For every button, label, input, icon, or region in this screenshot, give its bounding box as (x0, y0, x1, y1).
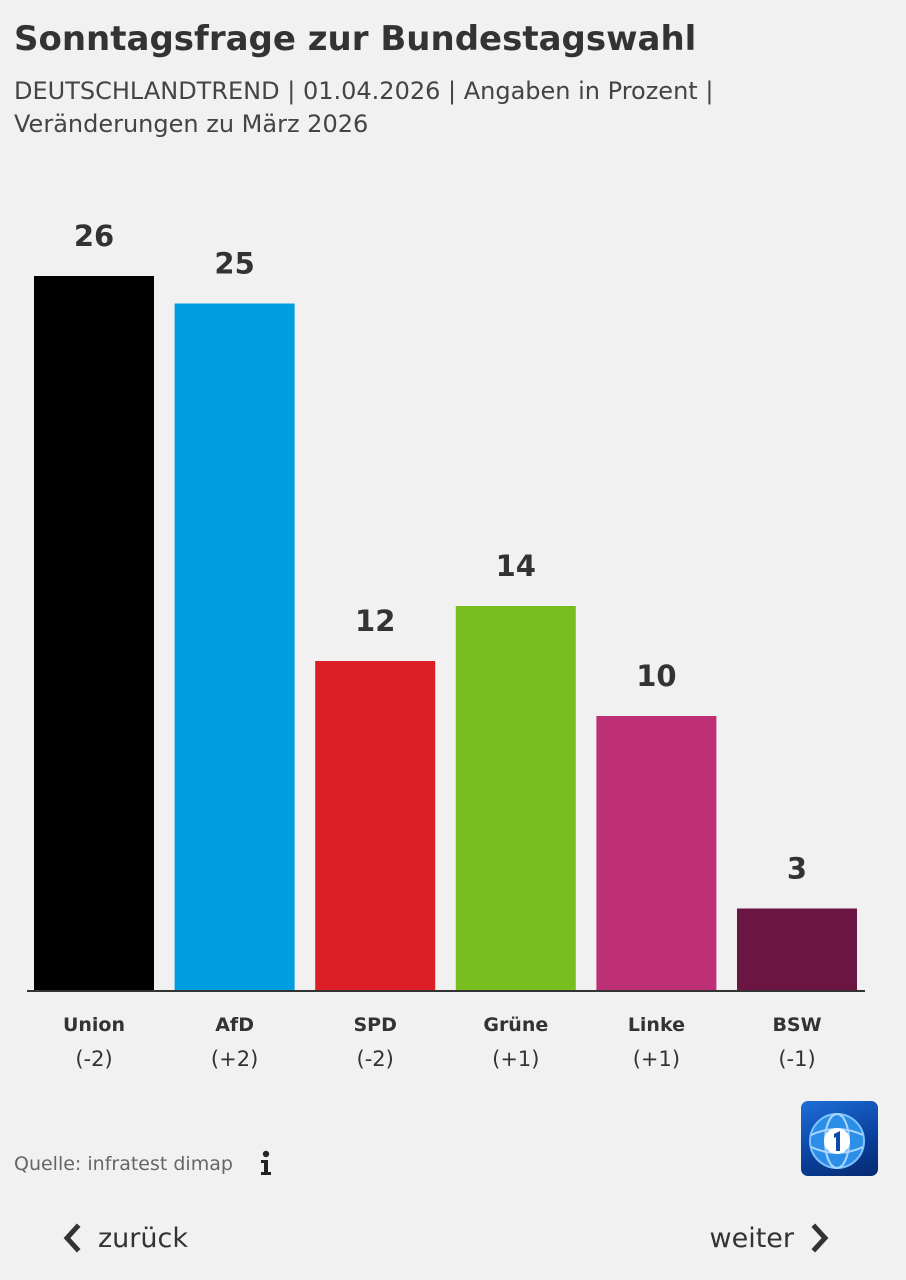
next-button[interactable]: weiter (710, 1216, 831, 1260)
change-label-linke: (+1) (633, 1047, 680, 1071)
chart-title: Sonntagsfrage zur Bundestagswahl (14, 19, 697, 59)
category-label-linke: Linke (628, 1014, 685, 1036)
subtitle-line-2: Veränderungen zu März 2026 (14, 110, 369, 138)
chart-subtitle: DEUTSCHLANDTREND | 01.04.2026 | Angaben … (14, 75, 874, 141)
change-label-spd: (-2) (357, 1047, 394, 1071)
bar-bsw (737, 908, 857, 991)
change-label-afd: (+2) (211, 1047, 258, 1071)
category-label-spd: SPD (354, 1014, 397, 1036)
tagesschau-logo (801, 1101, 878, 1176)
bar-afd (174, 303, 295, 991)
change-label-bsw: (-1) (778, 1047, 815, 1071)
bar-linke (596, 716, 717, 991)
value-label-union: 26 (74, 219, 114, 253)
category-label-afd: AfD (215, 1014, 254, 1036)
next-label: weiter (709, 1222, 795, 1254)
value-label-linke: 10 (636, 659, 676, 693)
subtitle-line-1: DEUTSCHLANDTREND | 01.04.2026 | Angaben … (14, 77, 714, 105)
value-label-gruene: 14 (496, 549, 536, 583)
bar-spd (315, 661, 436, 991)
back-label: zurück (98, 1222, 188, 1254)
bar-chart: 26 Union (-2) 25 AfD (+2) 12 SPD (-2) 14 Grüne (+1)… (27, 219, 865, 1071)
chevron-left-icon (63, 1223, 81, 1253)
value-label-bsw: 3 (787, 852, 807, 886)
chevron-right-icon (811, 1223, 829, 1253)
category-label-bsw: BSW (772, 1014, 821, 1036)
value-label-spd: 12 (355, 604, 395, 638)
bar-gruene (455, 606, 576, 991)
bar-union (34, 276, 154, 991)
value-label-afd: 25 (214, 247, 254, 281)
change-label-union: (-2) (75, 1047, 112, 1071)
info-icon[interactable] (254, 1148, 278, 1178)
category-label-union: Union (63, 1014, 125, 1036)
change-label-gruene: (+1) (492, 1047, 539, 1071)
category-label-gruene: Grüne (483, 1014, 548, 1036)
back-button[interactable]: zurück (62, 1216, 188, 1260)
source-note: Quelle: infratest dimap (14, 1153, 233, 1175)
